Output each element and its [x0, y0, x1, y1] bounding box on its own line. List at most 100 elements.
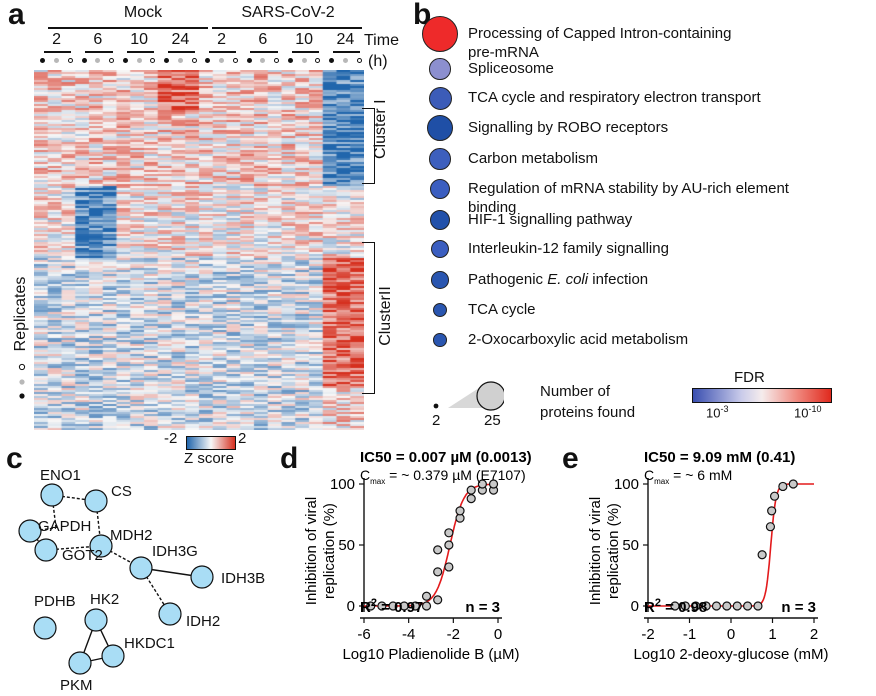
data-point — [388, 601, 398, 611]
cluster-2-label: ClusterII — [377, 286, 394, 346]
replicate-dot — [260, 58, 266, 63]
data-point — [410, 601, 420, 611]
n-annotation: n = 3 — [465, 599, 500, 616]
data-point — [670, 601, 680, 611]
x-axis-label: Log10 Pladienolide B (µM) — [342, 646, 519, 663]
x-tick-label: -4 — [402, 626, 415, 643]
enrichment-label-8: Pathogenic E. coli infection — [468, 270, 872, 289]
time-underline-1 — [85, 51, 113, 53]
cluster-2-bracket — [362, 242, 375, 394]
time-label-7: 24 — [336, 31, 355, 48]
time-label-1: 6 — [93, 31, 103, 48]
replicate-dot — [109, 58, 115, 63]
enrichment-dot-1 — [429, 58, 451, 80]
enrichment-label-7: Interleukin-12 family signalling — [468, 239, 872, 258]
size-legend-label-line2: proteins found — [540, 404, 636, 421]
ic50-annotation: IC50 = 0.007 µM (0.0013) — [360, 449, 532, 466]
replicate-dot — [246, 58, 252, 63]
label-gapdh: GAPDH — [38, 518, 91, 535]
x-tick-label: 0 — [494, 626, 502, 643]
y-tick-label: 100 — [614, 476, 639, 493]
panel-label-e: e — [562, 442, 579, 475]
data-point — [421, 601, 432, 611]
time-labels: 2 6 10 24 2 6 10 24 — [36, 31, 366, 71]
size-legend-wedge — [448, 386, 482, 408]
cmax-annotation: Cmax = ~ 6 mM — [644, 467, 732, 486]
replicate-dot — [150, 58, 156, 63]
time-underline-2 — [126, 51, 154, 53]
replicate-dot — [81, 58, 87, 63]
replicate-dot — [301, 58, 307, 63]
time-label-0: 2 — [52, 31, 62, 48]
time-label-3: 24 — [171, 31, 190, 48]
time-underline-3 — [167, 51, 195, 53]
data-point — [769, 491, 780, 501]
replicate-dot — [95, 58, 101, 63]
ic50-annotation: IC50 = 9.09 mM (0.41) — [644, 449, 795, 466]
time-unit-label: (h) — [368, 53, 388, 70]
data-point — [488, 479, 499, 489]
x-tick-label: 1 — [768, 626, 776, 643]
data-point — [455, 506, 465, 516]
y-axis-label: Inhibition of viralreplication (%) — [587, 497, 622, 605]
data-point — [466, 485, 476, 495]
colorbar-label: Z score — [184, 450, 235, 467]
time-underline-7 — [332, 51, 360, 53]
node-mdh2 — [89, 534, 113, 558]
replicate-dot — [329, 58, 335, 63]
data-point — [377, 601, 387, 611]
size-legend-max: 25 — [484, 412, 501, 429]
x-tick-label: -2 — [447, 626, 460, 643]
replicate-dot — [164, 58, 170, 63]
label-eno1: ENO1 — [40, 467, 81, 484]
enrichment-label-5: Regulation of mRNA stability by AU-rich … — [468, 179, 872, 217]
replicates-label: Replicates — [12, 276, 29, 352]
n-annotation: n = 3 — [781, 599, 816, 616]
y-tick-label: 50 — [338, 537, 355, 554]
data-point — [433, 567, 443, 577]
panel-label-d: d — [280, 442, 299, 475]
colorbar-max: 2 — [238, 430, 247, 447]
data-point — [743, 601, 753, 611]
replicate-marker-open — [18, 363, 26, 371]
data-point — [732, 601, 742, 611]
replicate-marker-filled — [19, 393, 25, 399]
time-underline-5 — [250, 51, 278, 53]
label-pkm: PKM — [60, 677, 93, 694]
enrichment-label-line: pre-mRNA — [468, 44, 539, 61]
enrichment-label-line: Carbon metabolism — [468, 150, 599, 167]
replicate-dot — [274, 58, 280, 63]
node-idh3b — [190, 565, 214, 589]
time-label-2: 10 — [130, 31, 149, 48]
replicate-dot — [205, 58, 211, 63]
fdr-min-exp: -3 — [720, 404, 729, 414]
replicate-dot — [191, 58, 197, 63]
x-tick-label: -1 — [683, 626, 696, 643]
data-point — [722, 601, 732, 611]
y-axis-label: Inhibition of viralreplication (%) — [303, 497, 338, 605]
replicate-markers — [18, 363, 26, 399]
fdr-legend-max: 10-10 — [794, 404, 821, 420]
time-underline-0 — [44, 51, 72, 53]
data-point — [444, 540, 454, 550]
fdr-min-base: 10 — [706, 405, 721, 421]
y-tick-label: 0 — [347, 598, 355, 615]
enrichment-label-line: Processing of Capped Intron-containing — [468, 25, 732, 42]
data-point — [701, 601, 711, 611]
y-tick-label: 100 — [330, 476, 355, 493]
data-point — [757, 550, 767, 560]
enrichment-label-4: Carbon metabolism — [468, 149, 872, 168]
fdr-legend-title: FDR — [734, 369, 765, 386]
data-point — [477, 479, 487, 489]
replicate-dot — [315, 58, 321, 63]
x-tick-label: -6 — [357, 626, 370, 643]
replicate-dot — [287, 58, 293, 63]
label-mdh2: MDH2 — [110, 527, 153, 544]
label-got2: GOT2 — [62, 547, 103, 564]
enrichment-dot-9 — [432, 302, 448, 318]
size-legend — [433, 381, 504, 411]
time-label-4: 2 — [217, 31, 227, 48]
y-tick-label: 50 — [622, 537, 639, 554]
data-point — [444, 528, 454, 538]
node-idh2 — [158, 602, 182, 626]
